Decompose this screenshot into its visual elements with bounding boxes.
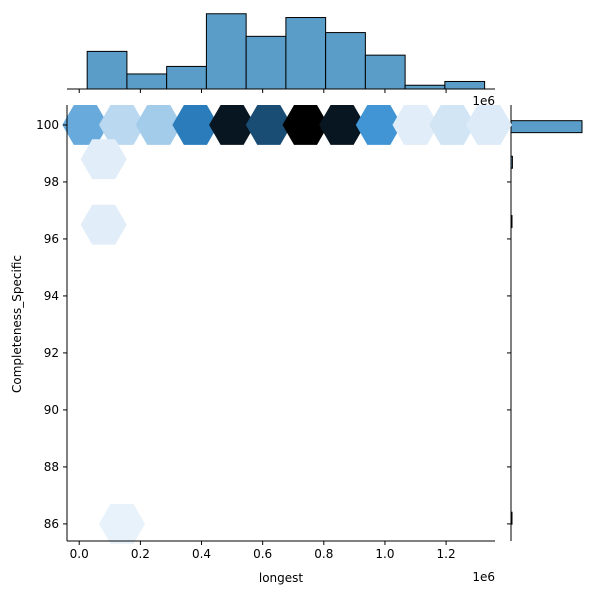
- y-tick-label: 98: [44, 175, 59, 189]
- x-histogram-bar: [364, 54, 406, 90]
- hexbin: [319, 105, 366, 145]
- x-axis-offset-label: 1e6: [472, 570, 495, 584]
- x-histogram-bar: [444, 80, 486, 90]
- y-histogram-bar: [510, 120, 583, 134]
- hexbin: [209, 105, 256, 145]
- x-tick-label: 0.8: [314, 547, 333, 561]
- y-tick-label: 94: [44, 289, 59, 303]
- hexbin: [80, 139, 127, 180]
- x-histogram-bar: [245, 35, 287, 90]
- axes: 0.0 0.2 0.4 0.6 0.8 1.0 1.2 86 88 90 92 94 96 98 100: [36, 105, 495, 561]
- right-marginal-histogram: [507, 105, 583, 541]
- x-histogram-bar: [86, 50, 128, 90]
- x-histogram-bar: [285, 17, 327, 90]
- x-tick-label: 1.0: [375, 547, 394, 561]
- hexbin: [392, 105, 439, 145]
- y-tick-label: 100: [36, 118, 59, 132]
- hexbin: [99, 504, 145, 544]
- hexbin: [80, 204, 127, 245]
- hexbin: [465, 105, 512, 145]
- y-axis-label: Completeness_Specific: [10, 255, 24, 393]
- y-tick-label: 88: [44, 460, 59, 474]
- y-tick-label: 96: [44, 232, 59, 246]
- x-histogram-bar: [205, 13, 247, 90]
- x-tick-label: 0.4: [192, 547, 211, 561]
- hexbin: [172, 105, 219, 145]
- x-histogram-bar: [404, 84, 446, 90]
- hexbin: [429, 105, 476, 145]
- x-axis-label: longest: [259, 571, 304, 585]
- hexbin: [282, 105, 329, 145]
- hexbin: [62, 105, 109, 145]
- top-marginal-histogram: [67, 13, 495, 93]
- hexbin: [99, 105, 145, 145]
- hexbin: [135, 105, 182, 145]
- x-tick-label: 1.2: [437, 547, 456, 561]
- x-histogram-bar: [166, 65, 207, 90]
- x-histogram-bar: [126, 73, 168, 90]
- x-histogram-bar: [325, 32, 366, 90]
- y-tick-label: 90: [44, 403, 59, 417]
- top-marginal-offset-label: 1e6: [472, 94, 495, 108]
- x-tick-label: 0.2: [131, 547, 150, 561]
- x-tick-label: 0.6: [253, 547, 272, 561]
- y-tick-label: 92: [44, 346, 59, 360]
- hexbin: [355, 105, 402, 145]
- x-tick-label: 0.0: [70, 547, 89, 561]
- hexbin: [245, 105, 292, 145]
- hexbin-plot-area: [62, 105, 512, 544]
- y-tick-label: 86: [44, 517, 59, 531]
